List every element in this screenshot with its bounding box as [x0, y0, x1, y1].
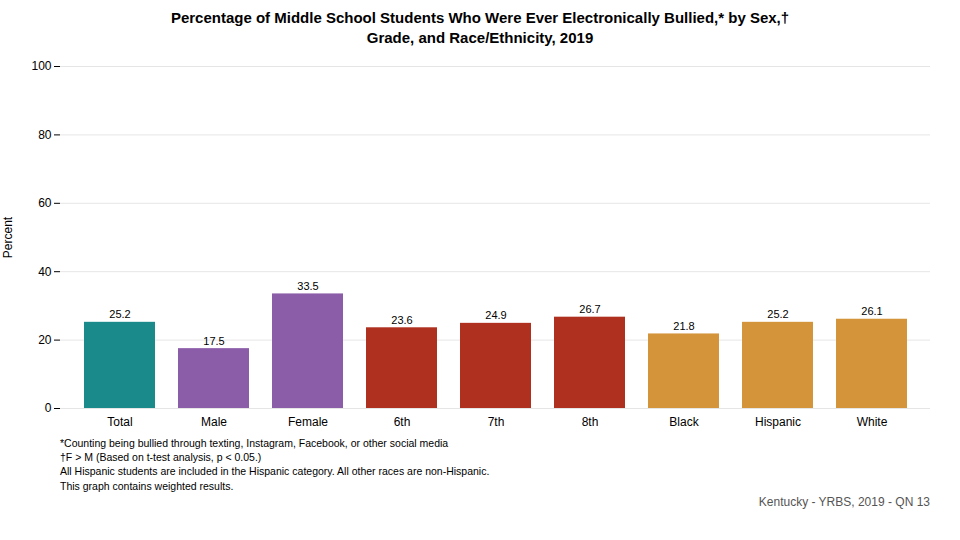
svg-text:0: 0 [45, 401, 52, 415]
svg-text:26.1: 26.1 [861, 305, 882, 317]
svg-text:80: 80 [38, 128, 52, 142]
html-text:Kentucky - YRBS, 2019 - QN 13: Kentucky - YRBS, 2019 - QN 13 [758, 494, 930, 509]
svg-text:Hispanic: Hispanic [755, 415, 801, 429]
svg-text:Male: Male [201, 415, 227, 429]
svg-text:White: White [857, 415, 888, 429]
svg-text:6th: 6th [394, 415, 411, 429]
svg-text:Percent: Percent [1, 216, 15, 258]
svg-text:60: 60 [38, 196, 52, 210]
svg-text:Black: Black [669, 415, 699, 429]
html-text:This graph contains weighted r: This graph contains weighted results. [60, 479, 234, 492]
svg-text:25.2: 25.2 [767, 308, 788, 320]
svg-text:23.6: 23.6 [391, 314, 412, 326]
svg-text:33.5: 33.5 [297, 280, 318, 292]
svg-text:20: 20 [38, 333, 52, 347]
svg-text:7th: 7th [488, 415, 505, 429]
svg-text:26.7: 26.7 [579, 303, 600, 315]
svg-text:100: 100 [31, 59, 51, 73]
html-text:Percentage of Middle School St: Percentage of Middle School Students Who… [170, 9, 790, 46]
svg-text:Female: Female [288, 415, 328, 429]
svg-text:21.8: 21.8 [673, 320, 694, 332]
html-text:†F > M (Based on t-test analys: †F > M (Based on t-test analysis, p < 0.… [60, 451, 262, 464]
svg-text:40: 40 [38, 265, 52, 279]
svg-text:17.5: 17.5 [203, 335, 224, 347]
svg-text:25.2: 25.2 [109, 308, 130, 320]
svg-text:24.9: 24.9 [485, 309, 506, 321]
html-text:*Counting being bullied throug: *Counting being bullied through texting,… [60, 437, 449, 449]
svg-text:8th: 8th [582, 415, 599, 429]
html-text:All Hispanic students are incl: All Hispanic students are included in th… [60, 465, 490, 478]
svg-text:Total: Total [107, 415, 132, 429]
